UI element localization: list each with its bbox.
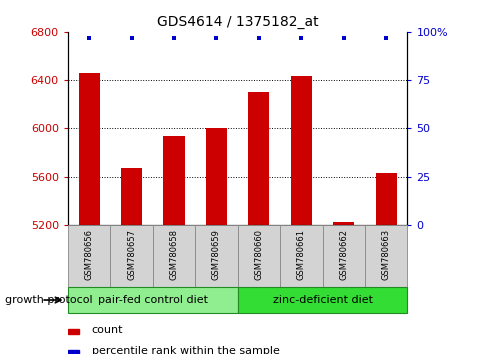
Text: GSM780662: GSM780662 bbox=[338, 229, 348, 280]
Bar bbox=[152, 225, 195, 287]
Text: zinc-deficient diet: zinc-deficient diet bbox=[272, 295, 372, 305]
Bar bbox=[237, 287, 407, 313]
Text: GSM780656: GSM780656 bbox=[84, 229, 93, 280]
Bar bbox=[78, 73, 100, 225]
Bar bbox=[68, 350, 79, 354]
Bar bbox=[68, 287, 237, 313]
Bar bbox=[195, 225, 237, 287]
Bar bbox=[68, 329, 79, 335]
Bar bbox=[163, 136, 184, 225]
Point bbox=[381, 35, 389, 40]
Bar bbox=[364, 225, 407, 287]
Text: count: count bbox=[91, 325, 123, 335]
Text: GSM780659: GSM780659 bbox=[212, 229, 221, 280]
Bar bbox=[121, 168, 142, 225]
Bar bbox=[248, 92, 269, 225]
Bar bbox=[322, 225, 364, 287]
Bar bbox=[280, 225, 322, 287]
Title: GDS4614 / 1375182_at: GDS4614 / 1375182_at bbox=[156, 16, 318, 29]
Text: growth protocol: growth protocol bbox=[5, 295, 92, 305]
Bar bbox=[375, 173, 396, 225]
Text: GSM780661: GSM780661 bbox=[296, 229, 305, 280]
Point bbox=[85, 35, 93, 40]
Bar bbox=[68, 225, 110, 287]
Point bbox=[255, 35, 262, 40]
Point bbox=[339, 35, 347, 40]
Text: GSM780663: GSM780663 bbox=[381, 229, 390, 280]
Bar bbox=[290, 76, 311, 225]
Text: pair-fed control diet: pair-fed control diet bbox=[98, 295, 207, 305]
Point bbox=[170, 35, 178, 40]
Bar bbox=[237, 225, 280, 287]
Text: GSM780660: GSM780660 bbox=[254, 229, 263, 280]
Text: percentile rank within the sample: percentile rank within the sample bbox=[91, 346, 279, 354]
Point bbox=[127, 35, 135, 40]
Point bbox=[297, 35, 304, 40]
Bar bbox=[205, 128, 227, 225]
Point bbox=[212, 35, 220, 40]
Text: GSM780658: GSM780658 bbox=[169, 229, 178, 280]
Bar bbox=[333, 222, 354, 225]
Bar bbox=[110, 225, 152, 287]
Text: GSM780657: GSM780657 bbox=[127, 229, 136, 280]
